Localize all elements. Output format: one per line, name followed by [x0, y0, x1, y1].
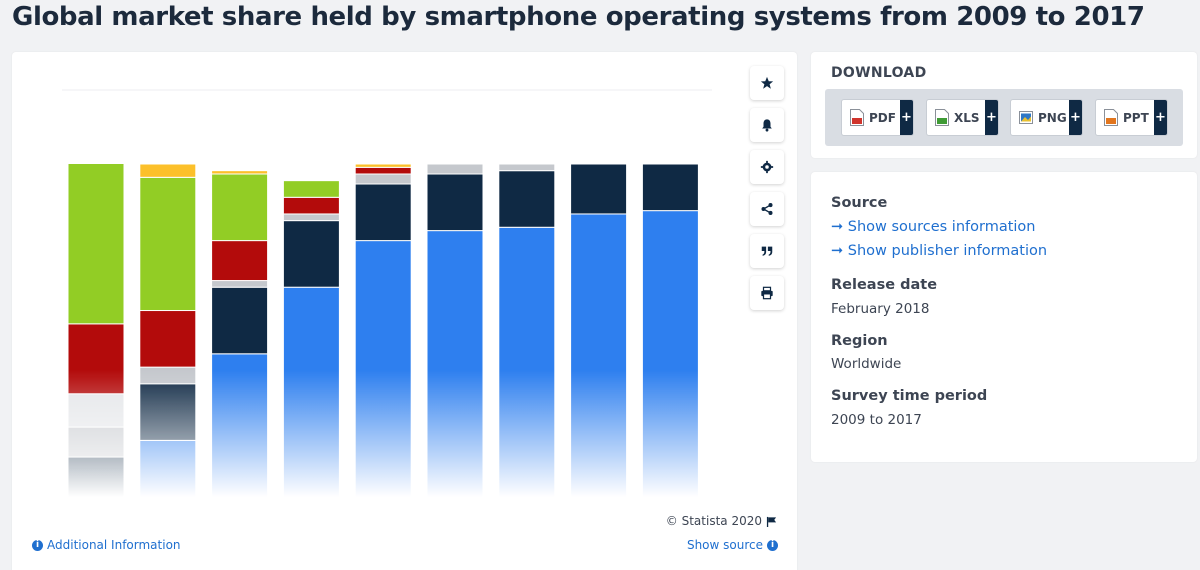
info-icon: i: [767, 539, 778, 551]
info-icon: i: [32, 539, 43, 551]
page-title: Global market share held by smartphone o…: [12, 2, 1145, 32]
share-icon: [761, 203, 773, 215]
bar-segment-2011-series-5[interactable]: [211, 173, 269, 242]
bar-segment-2009-series-6[interactable]: [67, 136, 125, 158]
bar-segment-2012-series-0[interactable]: [282, 286, 340, 498]
notification-button[interactable]: [750, 108, 784, 142]
bar-segment-2015-series-1[interactable]: [498, 170, 556, 228]
download-pdf-button[interactable]: PDF +: [841, 99, 914, 136]
download-card: DOWNLOAD PDF + XLS + PNG + PPT +: [811, 52, 1197, 158]
flag-icon[interactable]: [766, 516, 777, 527]
bar-segment-2009-series-5[interactable]: [67, 156, 125, 325]
copyright-text: © Statista 2020: [665, 514, 762, 528]
survey-period-value: 2009 to 2017: [831, 412, 922, 428]
xls-file-icon: [935, 109, 949, 126]
bar-segment-2012-series-4[interactable]: [282, 196, 340, 215]
bar-segment-2016-series-1[interactable]: [570, 163, 628, 215]
xls-label: XLS: [954, 110, 980, 125]
bar-segment-2017-series-1[interactable]: [641, 163, 699, 212]
release-date-heading: Release date: [831, 277, 938, 293]
plus-icon: +: [985, 100, 998, 135]
bar-segment-2013-series-2[interactable]: [354, 173, 412, 185]
bar-segment-2009-series-1[interactable]: [67, 456, 125, 498]
info-card: Source ➞ Show sources information ➞ Show…: [811, 172, 1197, 462]
show-source-label: Show source: [686, 538, 763, 552]
png-label: PNG: [1038, 110, 1067, 125]
download-bar: PDF + XLS + PNG + PPT +: [825, 89, 1183, 146]
show-publisher-link[interactable]: ➞ Show publisher information: [831, 243, 1048, 259]
share-button[interactable]: [750, 192, 784, 226]
bar-segment-2014-series-2[interactable]: [426, 163, 484, 175]
additional-information-label: Additional Information: [47, 538, 181, 552]
bar-segment-2010-series-4[interactable]: [139, 310, 197, 368]
bar-segment-2013-series-4[interactable]: [354, 166, 412, 175]
bar-segment-2015-series-0[interactable]: [498, 226, 556, 498]
favorite-button[interactable]: [750, 66, 784, 100]
plus-icon: +: [1069, 100, 1082, 135]
star-icon: [760, 76, 774, 89]
pdf-label: PDF: [869, 110, 896, 125]
bar-segment-2011-series-4[interactable]: [211, 240, 269, 282]
download-ppt-button[interactable]: PPT +: [1095, 99, 1168, 136]
bar-segment-2014-series-4[interactable]: [426, 160, 484, 165]
bar-segment-2012-series-5[interactable]: [282, 180, 340, 198]
release-date-value: February 2018: [831, 301, 930, 317]
bar-segment-2016-series-0[interactable]: [570, 213, 628, 498]
bar-segment-2015-series-2[interactable]: [498, 163, 556, 172]
quote-icon: [761, 246, 773, 256]
bar-segment-2011-series-2[interactable]: [211, 280, 269, 288]
pdf-file-icon: [850, 109, 864, 126]
bar-segment-2009-series-2[interactable]: [67, 426, 125, 458]
survey-period-heading: Survey time period: [831, 388, 988, 404]
plus-icon: +: [900, 100, 913, 135]
plus-icon: +: [1154, 100, 1167, 135]
ppt-label: PPT: [1123, 110, 1149, 125]
bar-segment-2009-series-3[interactable]: [67, 393, 125, 428]
bar-segment-2010-series-1[interactable]: [139, 383, 197, 441]
download-png-button[interactable]: PNG +: [1010, 99, 1083, 136]
additional-information-link[interactable]: i Additional Information: [32, 538, 181, 552]
bell-icon: [762, 119, 772, 132]
copyright: © Statista 2020: [666, 514, 777, 528]
cite-button[interactable]: [750, 234, 784, 268]
show-sources-link[interactable]: ➞ Show sources information: [831, 219, 1036, 235]
gear-icon: [760, 160, 774, 174]
bar-segment-2010-series-5[interactable]: [139, 176, 197, 312]
bar-segment-2011-series-0[interactable]: [211, 353, 269, 498]
bar-segment-2012-series-1[interactable]: [282, 220, 340, 288]
settings-button[interactable]: [750, 150, 784, 184]
region-heading: Region: [831, 333, 888, 349]
print-button[interactable]: [750, 276, 784, 310]
region-value: Worldwide: [831, 356, 902, 372]
show-source-link[interactable]: Show source i: [687, 538, 778, 552]
bar-segment-2009-series-4[interactable]: [67, 323, 125, 395]
print-icon: [761, 286, 773, 300]
bar-segment-2013-series-6[interactable]: [354, 163, 412, 168]
source-heading: Source: [831, 195, 888, 211]
bar-segment-2017-series-0[interactable]: [641, 210, 699, 498]
bar-segment-2010-series-2[interactable]: [139, 366, 197, 385]
ppt-file-icon: [1104, 109, 1118, 126]
stacked-bar-chart: [62, 89, 712, 498]
download-xls-button[interactable]: XLS +: [926, 99, 999, 136]
bar-segment-2010-series-6[interactable]: [139, 163, 197, 178]
bar-segment-2014-series-1[interactable]: [426, 173, 484, 232]
bar-segment-2012-series-2[interactable]: [282, 213, 340, 222]
bar-segment-2010-series-0[interactable]: [139, 439, 197, 498]
bar-segment-2013-series-0[interactable]: [354, 240, 412, 498]
bar-segment-2014-series-0[interactable]: [426, 230, 484, 498]
bar-segment-2011-series-6[interactable]: [211, 170, 269, 175]
chart-card: © Statista 2020 i Additional Information…: [12, 52, 797, 570]
bar-segment-2013-series-1[interactable]: [354, 183, 412, 242]
bar-segment-2011-series-1[interactable]: [211, 286, 269, 355]
png-file-icon: [1019, 111, 1033, 124]
download-title: DOWNLOAD: [831, 65, 927, 81]
